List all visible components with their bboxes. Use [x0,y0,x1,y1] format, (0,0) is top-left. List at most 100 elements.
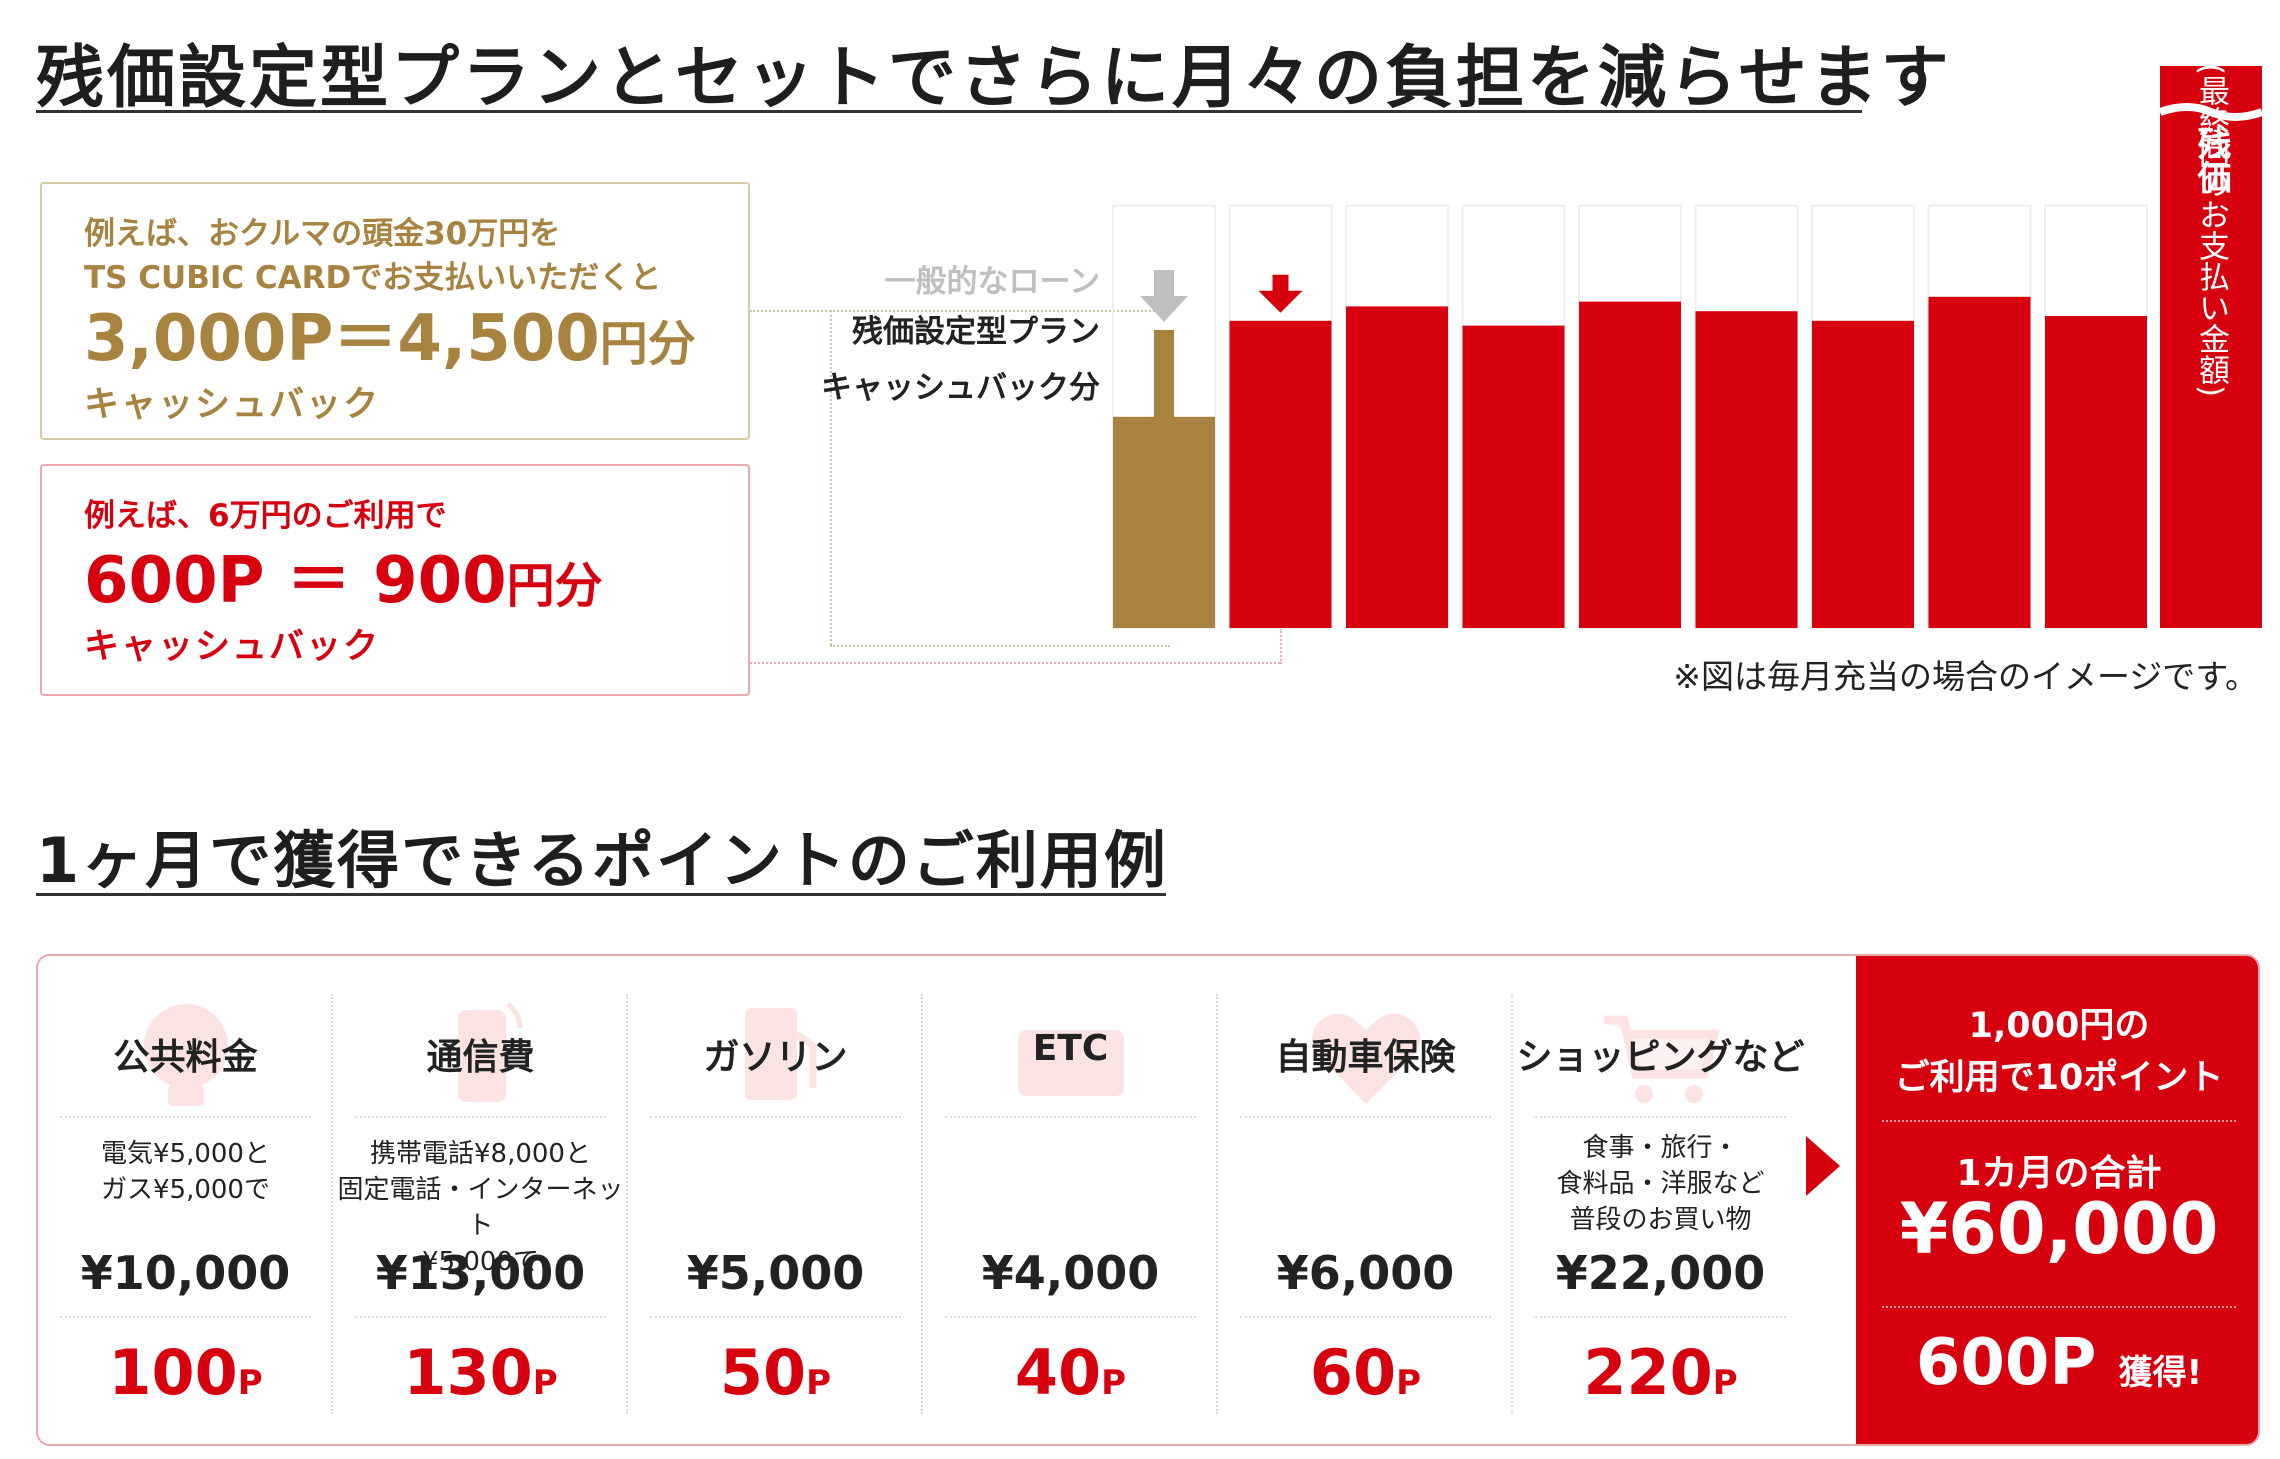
points-unit: P [1101,1363,1127,1403]
bars-group [1112,204,2148,629]
shopping-cart-icon [1603,1015,1720,1103]
item-amount: ¥4,000 [981,1246,1160,1300]
column-separator [1216,994,1218,1414]
section-title: 1ヶ月で獲得できるポイントのご利用例 [36,824,1168,897]
divider [1882,1306,2236,1308]
final-payment-note: (最終回のお支払い金額) [2193,63,2230,397]
earned-suffix: 獲得! [2118,1353,2203,1393]
item-points: 60P [1218,1336,1513,1409]
section-title-underline [36,893,1166,896]
item-telecom: 通信費 携帯電話¥8,000と 固定電話・インターネット ¥5,000で ¥13… [333,956,628,1444]
points-value: 50 [719,1336,807,1409]
item-gasoline: ガソリン ¥5,000 50P [628,956,923,1444]
monthly-points: 600P [84,544,265,618]
arrow-right-icon [1806,1136,1840,1196]
item-category: ETC [1032,1028,1109,1069]
item-points: 50P [628,1336,923,1409]
points-value: 130 [403,1336,533,1409]
down-payment-line1: 例えば、おクルマの頭金30万円を [84,216,561,252]
item-category: ショッピングなど [1516,1037,1805,1078]
divider [945,1316,1196,1318]
payment-comparison-chart: 一般的なローン 残価設定型プラン キャッシュバック分 残価 (最終回のお支払い金… [821,63,2264,629]
equals-sign: ＝ [286,544,351,618]
monthly-payment-bar [1812,320,1914,628]
divider [1535,1116,1786,1118]
down-payment-points-value: 3,000P＝4,500円分 [84,300,706,383]
item-shopping: ショッピングなど 食事・旅行・ 食料品・洋服など 普段のお買い物 ¥22,000… [1513,956,1808,1444]
column-separator [1511,994,1513,1414]
item-points: 220P [1513,1336,1808,1409]
earned-points-value: 600P [1915,1326,2097,1400]
chart-footnote: ※図は毎月充当の場合のイメージです。 [1673,657,2258,696]
page-title: 残価設定型プランとセットでさらに月々の負担を減らせます [36,39,1952,118]
monthly-yen: 900 [373,544,507,618]
item-description: 電気¥5,000と ガス¥5,000で [101,1139,270,1205]
item-description: 携帯電話¥8,000と 固定電話・インターネット ¥5,000で [337,1139,624,1277]
item-etc: ETC ¥4,000 40P [923,956,1218,1444]
divider [1535,1316,1786,1318]
monthly-payment-bar [1695,311,1798,628]
item-amount: ¥22,000 [1555,1246,1766,1300]
monthly-payment-bar [1346,306,1448,628]
item-amount: ¥10,000 [80,1246,291,1300]
item-points: 130P [333,1336,628,1409]
divider [60,1316,311,1318]
final-payment-title: 残価 [2191,126,2232,194]
item-description: 食事・旅行・ 食料品・洋服など 普段のお買い物 [1556,1133,1765,1235]
fuel-pump-icon [744,1008,816,1100]
cashback-label: キャッシュバック [84,385,381,425]
gold-connector-bottom [830,645,1170,647]
earned-points: 600P 獲得! [1856,1326,2258,1400]
item-amount: ¥5,000 [686,1246,865,1300]
gold-down-arrow-icon [1138,330,1190,452]
item-category: 自動車保険 [1275,1037,1456,1078]
wave-break-icon [2158,103,2264,121]
cashback-portion-label: キャッシュバック分 [821,370,1100,406]
points-value: 60 [1309,1336,1397,1409]
red-down-arrow-icon [1258,274,1303,313]
down-payment-line2: TS CUBIC CARDでお支払いいただくと [84,260,662,296]
month-total-amount: ¥60,000 [1899,1188,2219,1270]
general-loan-label: 一般的なローン [885,264,1100,300]
points-unit: P [1396,1363,1422,1403]
item-car-insurance: 自動車保険 ¥6,000 60P [1218,956,1513,1444]
gold-connector-top [750,310,1170,312]
point-rate: 1,000円の ご利用で10ポイント [1894,1006,2224,1098]
equals-sign: ＝ [333,302,398,376]
points-example-panel: 公共料金 電気¥5,000と ガス¥5,000で ¥10,000 100P 通信… [36,954,2260,1446]
monthly-points-value: 600P ＝ 900円分 [84,542,706,625]
divider [355,1116,606,1118]
points-unit: P [806,1363,832,1403]
red-connector-vertical [1280,628,1282,664]
item-utilities: 公共料金 電気¥5,000と ガス¥5,000で ¥10,000 100P [38,956,333,1444]
cashback-label: キャッシュバック [84,627,381,667]
item-category: ガソリン [703,1037,848,1078]
month-total-label: 1カ月の合計 [1956,1153,2162,1194]
down-payment-yen: 4,500 [397,302,600,376]
item-category: 公共料金 [113,1037,258,1078]
monthly-payment-bar [1462,325,1565,628]
item-amount: ¥6,000 [1276,1246,1455,1300]
gray-down-arrow-icon [1140,270,1188,322]
divider [1240,1116,1491,1118]
monthly-payment-bar [1579,301,1681,628]
divider [650,1116,901,1118]
final-payment-bar: 残価 (最終回のお支払い金額) [2158,63,2264,628]
item-category: 通信費 [426,1037,535,1078]
points-unit: P [237,1363,263,1403]
column-separator [626,994,628,1414]
divider [650,1316,901,1318]
column-separator [921,994,923,1414]
divider [355,1316,606,1318]
yen-unit: 円分 [506,558,603,614]
points-unit: P [532,1363,558,1403]
points-unit: P [1712,1363,1738,1403]
etc-card-icon [1017,1030,1124,1096]
monthly-usage-line1: 例えば、6万円のご利用で [84,498,447,534]
residual-plan-label: 残価設定型プラン [852,314,1100,350]
smartphone-icon [457,1002,522,1102]
monthly-total-panel: 1,000円の ご利用で10ポイント 1カ月の合計 ¥60,000 600P 獲… [1856,956,2258,1444]
monthly-usage-example-box: 例えば、6万円のご利用で 600P ＝ 900円分 キャッシュバック [40,464,750,696]
monthly-payment-bar [1229,320,1332,628]
down-payment-points: 3,000P [84,302,334,376]
